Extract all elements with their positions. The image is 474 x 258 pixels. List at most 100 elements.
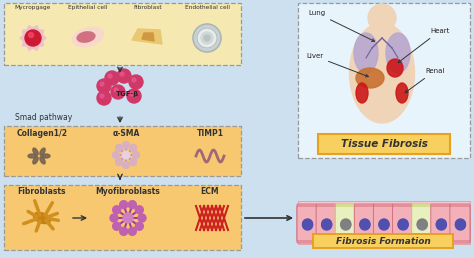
Circle shape xyxy=(97,91,111,105)
Circle shape xyxy=(302,220,312,230)
Circle shape xyxy=(97,79,111,93)
Text: α-SMA: α-SMA xyxy=(112,129,140,138)
Circle shape xyxy=(123,213,133,223)
Circle shape xyxy=(122,141,129,149)
Circle shape xyxy=(398,219,408,229)
Circle shape xyxy=(379,219,389,229)
Text: Smad pathway: Smad pathway xyxy=(15,114,72,123)
Ellipse shape xyxy=(73,27,104,47)
FancyBboxPatch shape xyxy=(377,18,387,33)
Circle shape xyxy=(417,219,427,229)
Circle shape xyxy=(456,220,465,230)
FancyBboxPatch shape xyxy=(355,206,374,241)
FancyBboxPatch shape xyxy=(298,201,470,244)
Ellipse shape xyxy=(42,154,50,158)
FancyBboxPatch shape xyxy=(335,206,356,241)
Text: Renal: Renal xyxy=(405,68,444,93)
FancyBboxPatch shape xyxy=(355,204,374,243)
Circle shape xyxy=(302,219,312,229)
Circle shape xyxy=(116,159,122,166)
FancyBboxPatch shape xyxy=(374,206,393,241)
Text: Lung: Lung xyxy=(308,10,374,41)
Circle shape xyxy=(132,78,136,82)
Ellipse shape xyxy=(77,32,95,42)
Circle shape xyxy=(128,227,137,235)
Circle shape xyxy=(108,74,112,78)
FancyBboxPatch shape xyxy=(316,206,336,241)
Circle shape xyxy=(110,214,118,222)
Circle shape xyxy=(129,75,143,89)
Circle shape xyxy=(417,220,427,230)
FancyBboxPatch shape xyxy=(297,204,317,243)
Circle shape xyxy=(113,206,121,214)
FancyBboxPatch shape xyxy=(392,204,413,243)
Ellipse shape xyxy=(40,157,45,164)
Circle shape xyxy=(322,219,332,229)
Circle shape xyxy=(113,222,121,230)
Circle shape xyxy=(341,220,351,230)
FancyBboxPatch shape xyxy=(4,126,241,176)
FancyBboxPatch shape xyxy=(335,204,356,243)
Ellipse shape xyxy=(33,148,38,155)
Circle shape xyxy=(105,71,119,85)
FancyBboxPatch shape xyxy=(318,134,450,154)
Ellipse shape xyxy=(28,154,36,158)
Text: Myofibroblasts: Myofibroblasts xyxy=(96,187,160,196)
Text: Liver: Liver xyxy=(306,53,368,77)
Text: Endothelial cell: Endothelial cell xyxy=(185,5,230,10)
Circle shape xyxy=(122,162,129,168)
Circle shape xyxy=(130,92,134,96)
Circle shape xyxy=(322,220,332,230)
Text: Fibrosis Formation: Fibrosis Formation xyxy=(336,237,430,246)
Circle shape xyxy=(28,33,34,37)
Text: Collagen1/2: Collagen1/2 xyxy=(17,129,67,138)
Circle shape xyxy=(135,206,143,214)
Circle shape xyxy=(193,24,221,52)
Circle shape xyxy=(204,35,210,41)
Text: Tissue Fibrosis: Tissue Fibrosis xyxy=(340,139,428,149)
Ellipse shape xyxy=(349,23,414,123)
Circle shape xyxy=(100,94,104,98)
FancyBboxPatch shape xyxy=(450,206,470,241)
Ellipse shape xyxy=(354,33,378,73)
FancyBboxPatch shape xyxy=(4,185,241,250)
FancyBboxPatch shape xyxy=(298,3,470,158)
Ellipse shape xyxy=(386,33,410,73)
Circle shape xyxy=(379,220,389,230)
Text: TIMP1: TIMP1 xyxy=(197,129,224,138)
Circle shape xyxy=(111,85,125,99)
Circle shape xyxy=(129,159,137,166)
FancyBboxPatch shape xyxy=(313,234,453,248)
Text: Fibroblast: Fibroblast xyxy=(134,5,162,10)
Ellipse shape xyxy=(396,83,408,103)
Circle shape xyxy=(116,144,122,151)
Circle shape xyxy=(437,220,447,230)
Circle shape xyxy=(368,4,396,32)
FancyBboxPatch shape xyxy=(297,206,317,241)
Circle shape xyxy=(25,30,41,46)
Ellipse shape xyxy=(356,68,384,88)
Text: TGF-β: TGF-β xyxy=(117,91,140,97)
Text: Fibroblasts: Fibroblasts xyxy=(18,187,66,196)
Ellipse shape xyxy=(40,148,45,155)
Circle shape xyxy=(360,220,370,230)
Circle shape xyxy=(197,28,217,48)
Ellipse shape xyxy=(387,59,403,77)
Circle shape xyxy=(117,69,131,83)
Circle shape xyxy=(201,32,213,44)
FancyBboxPatch shape xyxy=(392,206,413,241)
Ellipse shape xyxy=(356,83,368,103)
Circle shape xyxy=(128,201,137,209)
Ellipse shape xyxy=(33,157,38,164)
Circle shape xyxy=(398,220,408,230)
Circle shape xyxy=(114,88,118,92)
FancyBboxPatch shape xyxy=(411,206,432,241)
Circle shape xyxy=(122,151,130,159)
Circle shape xyxy=(341,219,351,229)
FancyBboxPatch shape xyxy=(4,3,241,65)
Text: Mycropgage: Mycropgage xyxy=(15,5,51,10)
FancyBboxPatch shape xyxy=(431,206,451,241)
FancyBboxPatch shape xyxy=(374,204,393,243)
Circle shape xyxy=(133,151,139,158)
Circle shape xyxy=(119,201,128,209)
